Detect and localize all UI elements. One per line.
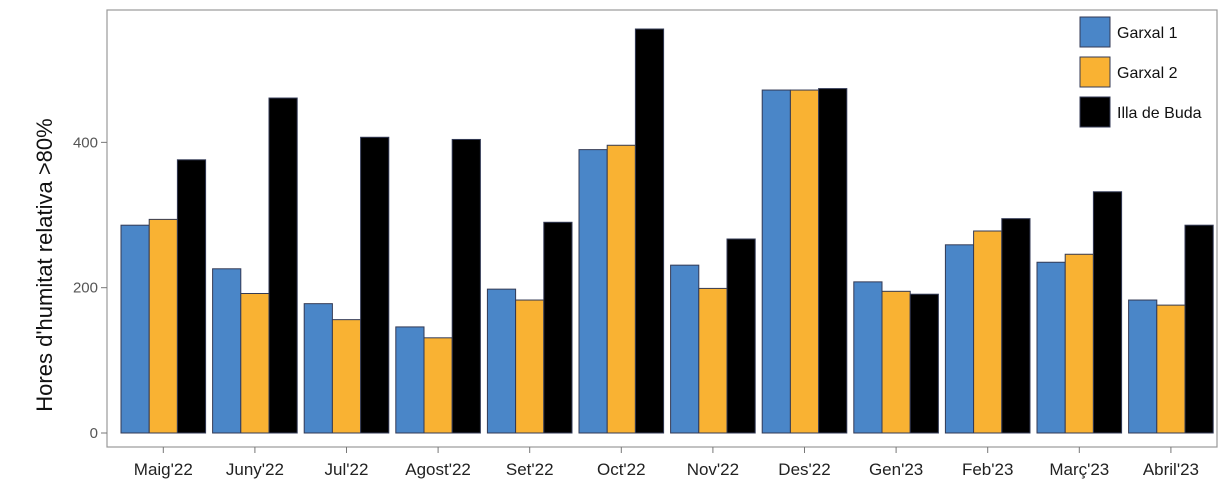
bar-garxal-1-5 bbox=[578, 149, 608, 434]
bar-garxal-1-8 bbox=[853, 281, 883, 434]
x-tick-label: Jul'22 bbox=[325, 460, 369, 479]
x-tick-label: Oct'22 bbox=[597, 460, 646, 479]
legend-swatch-1 bbox=[1079, 56, 1111, 88]
bar-garxal-2-5 bbox=[606, 144, 636, 434]
bar-garxal-1-3 bbox=[395, 326, 425, 434]
x-tick-label: Nov'22 bbox=[687, 460, 739, 479]
bar-illa-de-buda-7 bbox=[818, 88, 848, 434]
bar-garxal-1-4 bbox=[486, 288, 517, 434]
bar-illa-de-buda-5 bbox=[634, 28, 665, 434]
x-tick-label: Març'23 bbox=[1049, 460, 1109, 479]
bar-illa-de-buda-3 bbox=[451, 138, 481, 434]
bar-garxal-2-2 bbox=[331, 319, 362, 434]
bar-garxal-2-8 bbox=[881, 290, 911, 434]
legend-swatch-2 bbox=[1079, 96, 1111, 128]
y-axis-label: Hores d'humitat relativa >80% bbox=[32, 118, 57, 411]
bar-garxal-2-0 bbox=[148, 218, 178, 434]
x-tick-label: Maig'22 bbox=[134, 460, 193, 479]
bar-illa-de-buda-1 bbox=[268, 97, 298, 434]
bar-illa-de-buda-8 bbox=[909, 293, 939, 434]
bar-garxal-1-2 bbox=[303, 303, 333, 434]
bar-garxal-2-1 bbox=[240, 292, 270, 434]
x-tick-label: Abril'23 bbox=[1143, 460, 1199, 479]
x-tick-label: Set'22 bbox=[506, 460, 554, 479]
bar-garxal-1-1 bbox=[212, 268, 242, 434]
bar-garxal-2-7 bbox=[789, 89, 820, 434]
x-tick-label: Feb'23 bbox=[962, 460, 1013, 479]
bar-illa-de-buda-9 bbox=[1001, 218, 1031, 434]
legend-entry-0: Garxal 1 bbox=[1117, 25, 1178, 42]
bar-illa-de-buda-2 bbox=[360, 136, 390, 434]
legend-entry-2: Illa de Buda bbox=[1117, 105, 1202, 122]
bar-garxal-1-10 bbox=[1036, 261, 1066, 434]
legend-entry-1: Garxal 2 bbox=[1117, 65, 1178, 82]
bar-garxal-1-9 bbox=[944, 244, 975, 434]
legend-swatch-0 bbox=[1079, 16, 1111, 48]
x-tick-label: Agost'22 bbox=[405, 460, 471, 479]
x-tick-label: Juny'22 bbox=[226, 460, 284, 479]
bar-garxal-1-6 bbox=[670, 264, 700, 434]
bar-garxal-1-7 bbox=[761, 89, 791, 434]
bar-garxal-2-6 bbox=[698, 287, 728, 434]
x-tick-label: Gen'23 bbox=[869, 460, 923, 479]
bar-illa-de-buda-10 bbox=[1092, 191, 1123, 434]
y-tick-label: 0 bbox=[90, 425, 98, 442]
bar-illa-de-buda-0 bbox=[176, 159, 207, 434]
bar-garxal-1-0 bbox=[120, 224, 150, 434]
y-tick-label: 200 bbox=[73, 280, 98, 297]
bar-illa-de-buda-6 bbox=[726, 238, 756, 434]
bar-garxal-2-11 bbox=[1156, 304, 1186, 434]
bar-garxal-1-11 bbox=[1128, 299, 1158, 434]
bar-garxal-2-4 bbox=[515, 299, 545, 434]
y-tick-label: 400 bbox=[73, 134, 98, 151]
x-tick-label: Des'22 bbox=[778, 460, 830, 479]
bar-garxal-2-3 bbox=[423, 337, 453, 434]
bar-garxal-2-9 bbox=[973, 230, 1003, 434]
bar-garxal-2-10 bbox=[1064, 253, 1094, 434]
bar-illa-de-buda-11 bbox=[1184, 224, 1214, 434]
bar-illa-de-buda-4 bbox=[543, 221, 573, 434]
